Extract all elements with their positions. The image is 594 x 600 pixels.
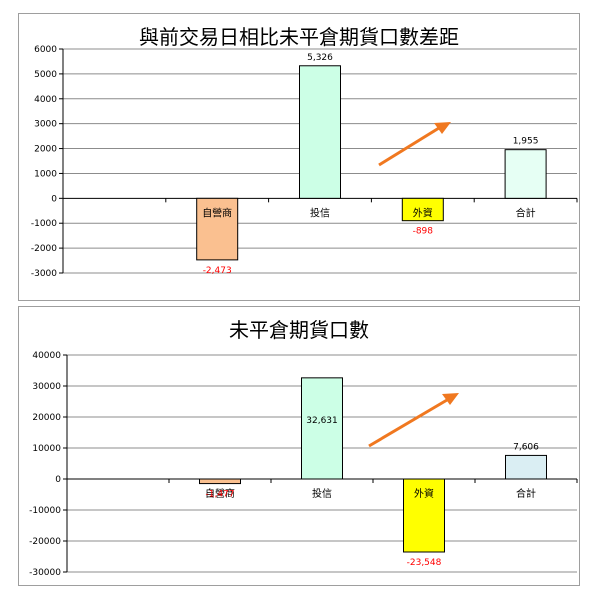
data-label: -898	[413, 227, 434, 237]
y-tick-label: -10000	[29, 506, 61, 516]
chart-panel-diff: 與前交易日相比未平倉期貨口數差距 6000 5000 4000 3000 2000 100…	[18, 13, 580, 301]
y-tick-label: -2000	[31, 244, 57, 254]
y-tick-label: 2000	[34, 145, 57, 155]
chart-oi-title: 未平倉期貨口數	[229, 318, 369, 342]
y-tick-label: 30000	[32, 382, 61, 392]
chart-diff-svg: 與前交易日相比未平倉期貨口數差距 6000 5000 4000 3000 2000 100…	[31, 25, 578, 279]
y-tick-label: -3000	[31, 269, 57, 279]
category-label: 外資	[414, 488, 434, 500]
category-label: 投信	[310, 206, 330, 219]
trend-arrow-icon	[368, 393, 459, 448]
data-label: -2,473	[203, 266, 232, 276]
category-label: 自營商	[205, 487, 235, 500]
y-tick-label: 6000	[34, 45, 57, 55]
data-label: 32,631	[306, 416, 338, 426]
bar-3	[403, 478, 445, 553]
chart-diff-title: 與前交易日相比未平倉期貨口數差距	[139, 25, 459, 49]
bar-4	[504, 149, 547, 199]
y-tick-label: 10000	[32, 444, 61, 454]
data-label: 1,955	[513, 137, 539, 147]
y-tick-label: 4000	[34, 95, 57, 105]
bar-2	[299, 65, 341, 199]
bar-3	[401, 197, 444, 222]
y-tick-label: 20000	[32, 413, 61, 423]
bar-1	[196, 197, 239, 261]
chart-diff-bars	[196, 65, 547, 261]
chart-oi-svg: 未平倉期貨口數 40000 30000 20000 10000 0 -10000 -2000…	[29, 318, 578, 578]
category-label: 自營商	[202, 206, 232, 219]
bar-2	[301, 377, 343, 480]
chart-oi-labels: 40000 30000 20000 10000 0 -10000 -20000 -30000 自…	[29, 351, 539, 578]
y-tick-label: 3000	[34, 120, 57, 130]
chart-diff-labels: 6000 5000 4000 3000 2000 1000 0 -1000 -2000 -3000…	[31, 45, 539, 279]
y-tick-label: -30000	[29, 568, 61, 578]
y-tick-label: 0	[51, 194, 57, 204]
bar-4	[505, 454, 547, 480]
y-tick-label: 5000	[34, 70, 57, 80]
y-tick-label: -1000	[31, 219, 57, 229]
y-tick-label: -20000	[29, 537, 61, 547]
y-tick-label: 1000	[34, 169, 57, 179]
y-tick-label: 40000	[32, 351, 61, 361]
bar-1	[199, 478, 241, 485]
trend-arrow-icon	[378, 122, 451, 167]
chart-oi-bars	[199, 377, 547, 553]
category-label: 外資	[413, 207, 433, 219]
y-tick-label: 0	[55, 475, 61, 485]
category-label: 投信	[312, 487, 332, 500]
data-label: -23,548	[407, 558, 442, 568]
chart-panel-oi: 未平倉期貨口數 40000 30000 20000 10000 0 -10000 -2000…	[18, 306, 580, 586]
data-label: -1,477	[205, 490, 234, 500]
data-label: 7,606	[513, 442, 539, 452]
category-label: 合計	[516, 206, 536, 219]
category-label: 合計	[516, 487, 536, 500]
data-label: 5,326	[307, 53, 333, 63]
